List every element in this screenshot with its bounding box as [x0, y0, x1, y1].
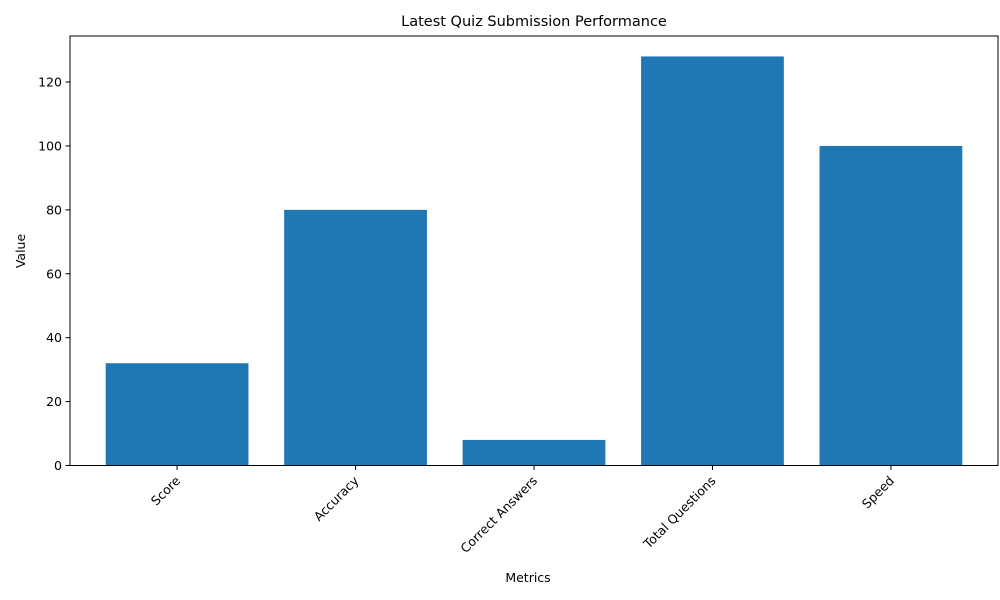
y-axis: 0 20 40 60 80 100 120 — [38, 75, 70, 473]
y-tick-label: 60 — [46, 266, 62, 281]
bar-total-questions — [641, 56, 784, 466]
y-tick-label: 120 — [38, 75, 62, 90]
y-axis-label: Value — [13, 234, 28, 269]
x-tick-label: Accuracy — [311, 473, 362, 524]
bar-score — [105, 363, 249, 466]
bar-accuracy — [284, 209, 427, 466]
bars-group — [105, 56, 963, 466]
y-tick-label: 40 — [46, 330, 62, 345]
plot-frame — [69, 35, 999, 466]
x-axis: Score Accuracy Correct Answers Total Questi… — [148, 465, 897, 556]
y-tick-label: 80 — [46, 202, 62, 217]
chart-title: Latest Quiz Submission Performance — [401, 14, 667, 30]
x-tick-label: Score — [148, 473, 184, 509]
bar-correct-answers — [462, 439, 606, 466]
y-tick-label: 20 — [46, 394, 62, 409]
y-tick-label: 100 — [38, 138, 62, 153]
bar-speed — [819, 145, 963, 466]
x-axis-label: Metrics — [505, 570, 550, 585]
y-tick-label: 0 — [54, 458, 62, 473]
x-tick-label: Speed — [859, 473, 897, 511]
x-tick-label: Total Questions — [640, 473, 719, 552]
x-tick-label: Correct Answers — [457, 473, 540, 556]
